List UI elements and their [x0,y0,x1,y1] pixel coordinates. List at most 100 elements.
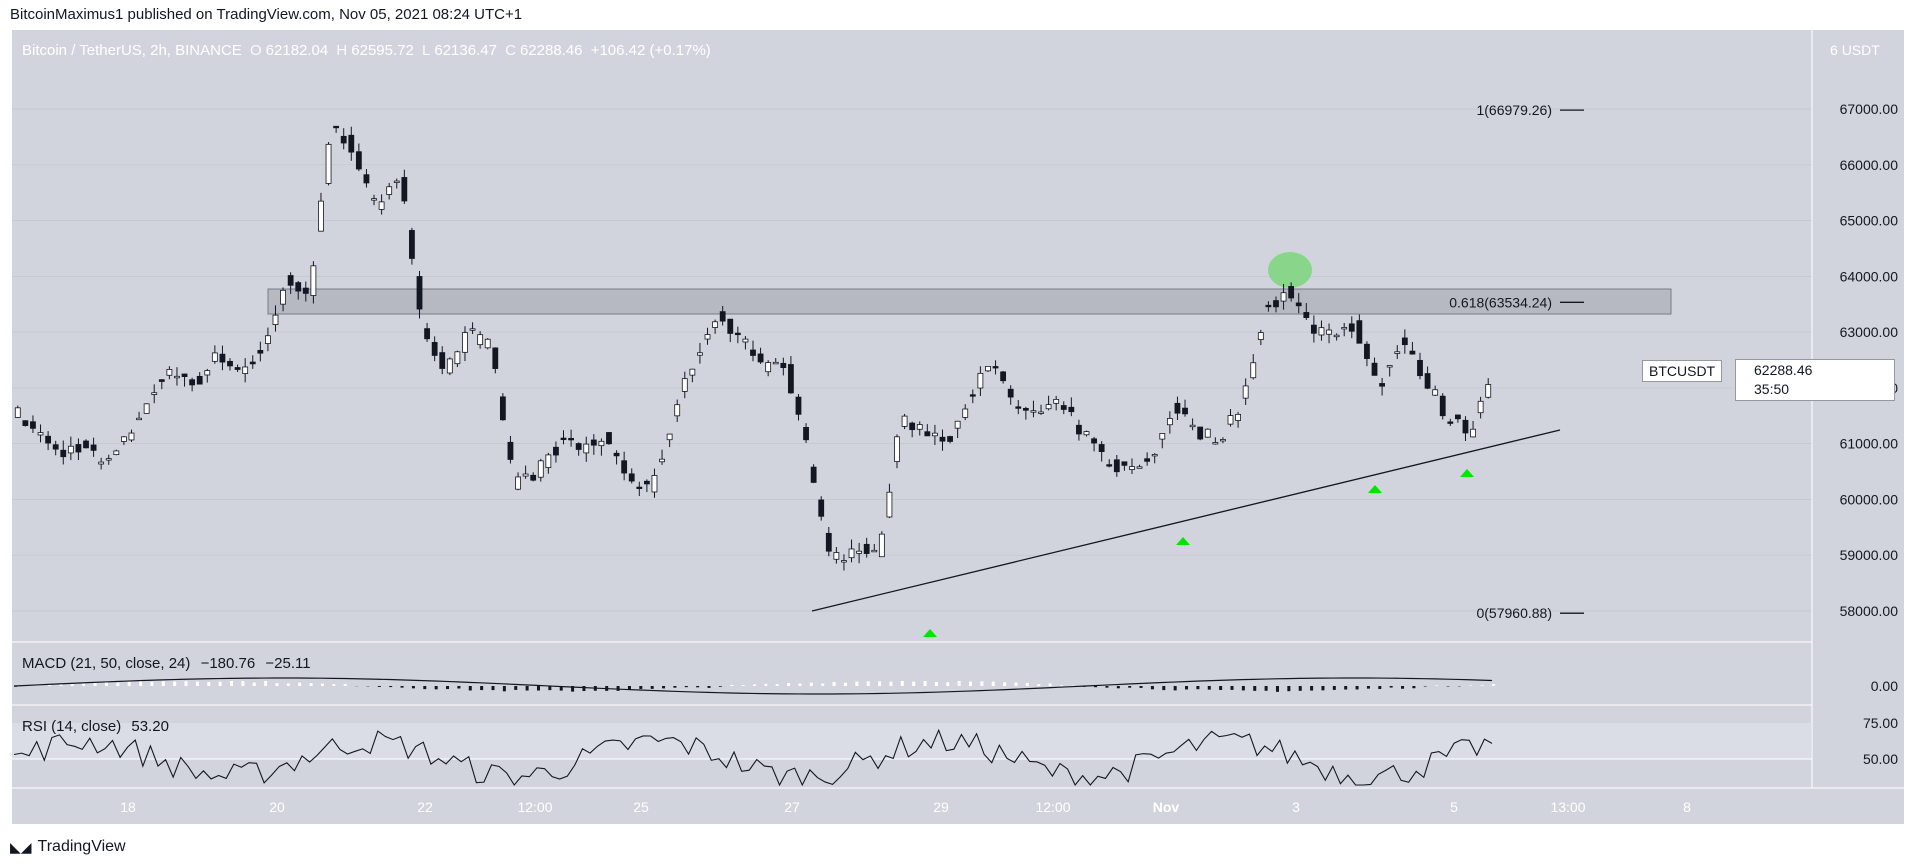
candle-bull [742,338,749,343]
candle-bull [128,432,135,441]
candle-bear [969,394,976,397]
candle-bull [265,335,271,344]
candle-bear [636,486,643,489]
macd-histogram-bar [1321,686,1325,691]
macd-histogram-bar [480,686,484,691]
candle-bull [598,440,605,447]
macd-histogram-bar [900,681,904,686]
open-value: 62182.04 [265,42,329,59]
candle-bear [1379,383,1385,387]
x-tick-label: 12:00 [1035,799,1070,815]
macd-histogram-bar [866,681,870,686]
breakout-highlight [1268,252,1312,288]
macd-histogram-bar [70,684,74,686]
macd-histogram-bar [1150,686,1154,690]
candle-bear [1295,302,1302,307]
candle-bull [204,370,211,376]
candle-bull [1030,410,1037,413]
candle-bear [158,379,165,382]
macd-histogram-bar [787,682,791,686]
macd-histogram-bar [1219,686,1223,690]
candle-bear [363,174,370,184]
candle-bull [1204,428,1211,438]
macd-histogram-bar [1435,685,1439,686]
candle-bear [1007,388,1014,398]
support-marker-1 [923,629,937,637]
macd-histogram-bar [1139,686,1143,688]
candle-bear [60,449,67,458]
x-tick-label: 13:00 [1550,799,1585,815]
candle-bull [1129,466,1135,470]
candle-bear [1265,304,1272,308]
candle-bear [492,347,499,369]
candle-bear [1364,343,1370,359]
macd-histogram-bar [525,686,529,691]
candle-bull [386,186,393,195]
grid [12,108,1812,612]
rsi-axis-top: 75.00 [1863,715,1898,731]
candle-bull [174,375,180,379]
y-tick-label: 67000.00 [1840,101,1899,117]
fibonacci-levels: 1(66979.26) 0.618(63534.24) 0(57960.88) [1449,102,1584,621]
macd-histogram-bar [184,681,188,686]
macd-axis-label: 0.00 [1871,678,1898,694]
candle-bull [211,352,218,362]
macd-histogram-bar [457,686,461,689]
high-value: 62595.72 [351,42,414,59]
candle-bull [469,328,476,331]
candle-bear [1417,359,1423,377]
macd-histogram-bar [1310,686,1314,691]
last-price-tag: BTCUSDT 62288.46 35:50 [1642,359,1895,401]
candle-bull [14,407,21,418]
candle-bear [30,421,36,429]
candle-bull [666,433,673,441]
macd-histogram-bar [1059,685,1063,686]
candle-bear [416,276,423,310]
support-marker-2 [1176,537,1190,545]
close-value: 62288.46 [519,42,583,59]
symbol-name: Bitcoin / TetherUS, 2h, BINANCE [22,42,242,59]
candle-bull [1166,418,1173,426]
candle-bear [257,349,264,354]
candle-bull [1341,327,1348,330]
macd-histogram-bar [923,680,927,686]
candle-bear [1310,324,1317,334]
candle-bull [1038,411,1044,414]
tradingview-logo[interactable]: ◣◢ TradingView [10,838,126,856]
candle-bull [659,458,665,463]
candle-bull [932,432,938,437]
macd-histogram-bar [1230,686,1234,690]
macd-histogram-bar [1241,686,1245,691]
candle-bear [75,444,82,453]
candle-bear [249,361,256,365]
candle-bear [1015,406,1022,409]
candle-bull [515,476,521,490]
candle-bull [954,420,961,429]
x-tick-label: Nov [1153,799,1180,815]
candle-bear [560,437,567,441]
candle-bull [901,415,908,427]
candle-bull [1250,362,1257,379]
ascending-support-line [811,429,1561,612]
macd-label: MACD (21, 50, close, 24) [22,655,191,672]
candle-bear [333,125,340,129]
candle-bull [878,533,885,558]
candle-bear [992,366,999,369]
candle-bull [704,334,711,340]
candle-bull [1432,389,1439,396]
candle-bull [371,198,377,201]
candle-bull [1394,351,1401,354]
candle-bear [424,328,430,340]
price-tag-countdown: 35:50 [1754,381,1790,397]
candles [14,125,1492,571]
candle-bull [105,458,112,461]
candle-bull [98,461,105,465]
candle-bull [318,200,324,232]
candle-bull [1235,413,1241,421]
rsi-pane: 75.00 50.00 [12,715,1898,787]
x-tick-label: 5 [1450,799,1458,815]
macd-histogram-bar [400,686,404,688]
price-tag-symbol: BTCUSDT [1642,360,1723,382]
candle-bear [621,460,628,474]
macd-histogram-bar [1185,686,1189,690]
